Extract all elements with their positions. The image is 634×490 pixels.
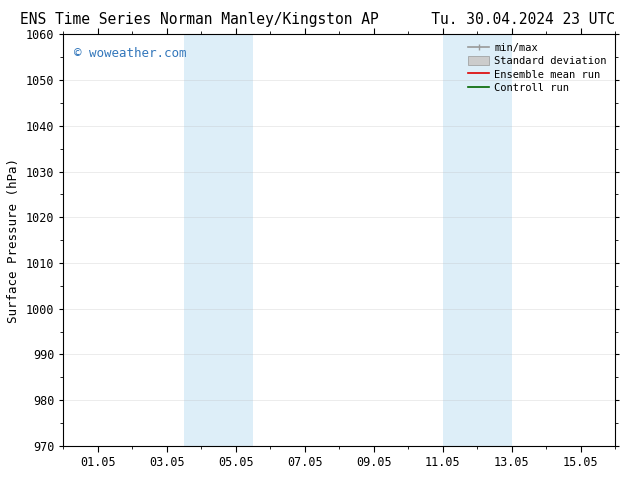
Y-axis label: Surface Pressure (hPa): Surface Pressure (hPa) xyxy=(8,158,20,322)
Text: © woweather.com: © woweather.com xyxy=(74,47,187,60)
Text: ENS Time Series Norman Manley/Kingston AP      Tu. 30.04.2024 23 UTC: ENS Time Series Norman Manley/Kingston A… xyxy=(20,12,614,27)
Bar xyxy=(443,34,512,446)
Bar xyxy=(184,34,253,446)
Legend: min/max, Standard deviation, Ensemble mean run, Controll run: min/max, Standard deviation, Ensemble me… xyxy=(465,40,610,96)
